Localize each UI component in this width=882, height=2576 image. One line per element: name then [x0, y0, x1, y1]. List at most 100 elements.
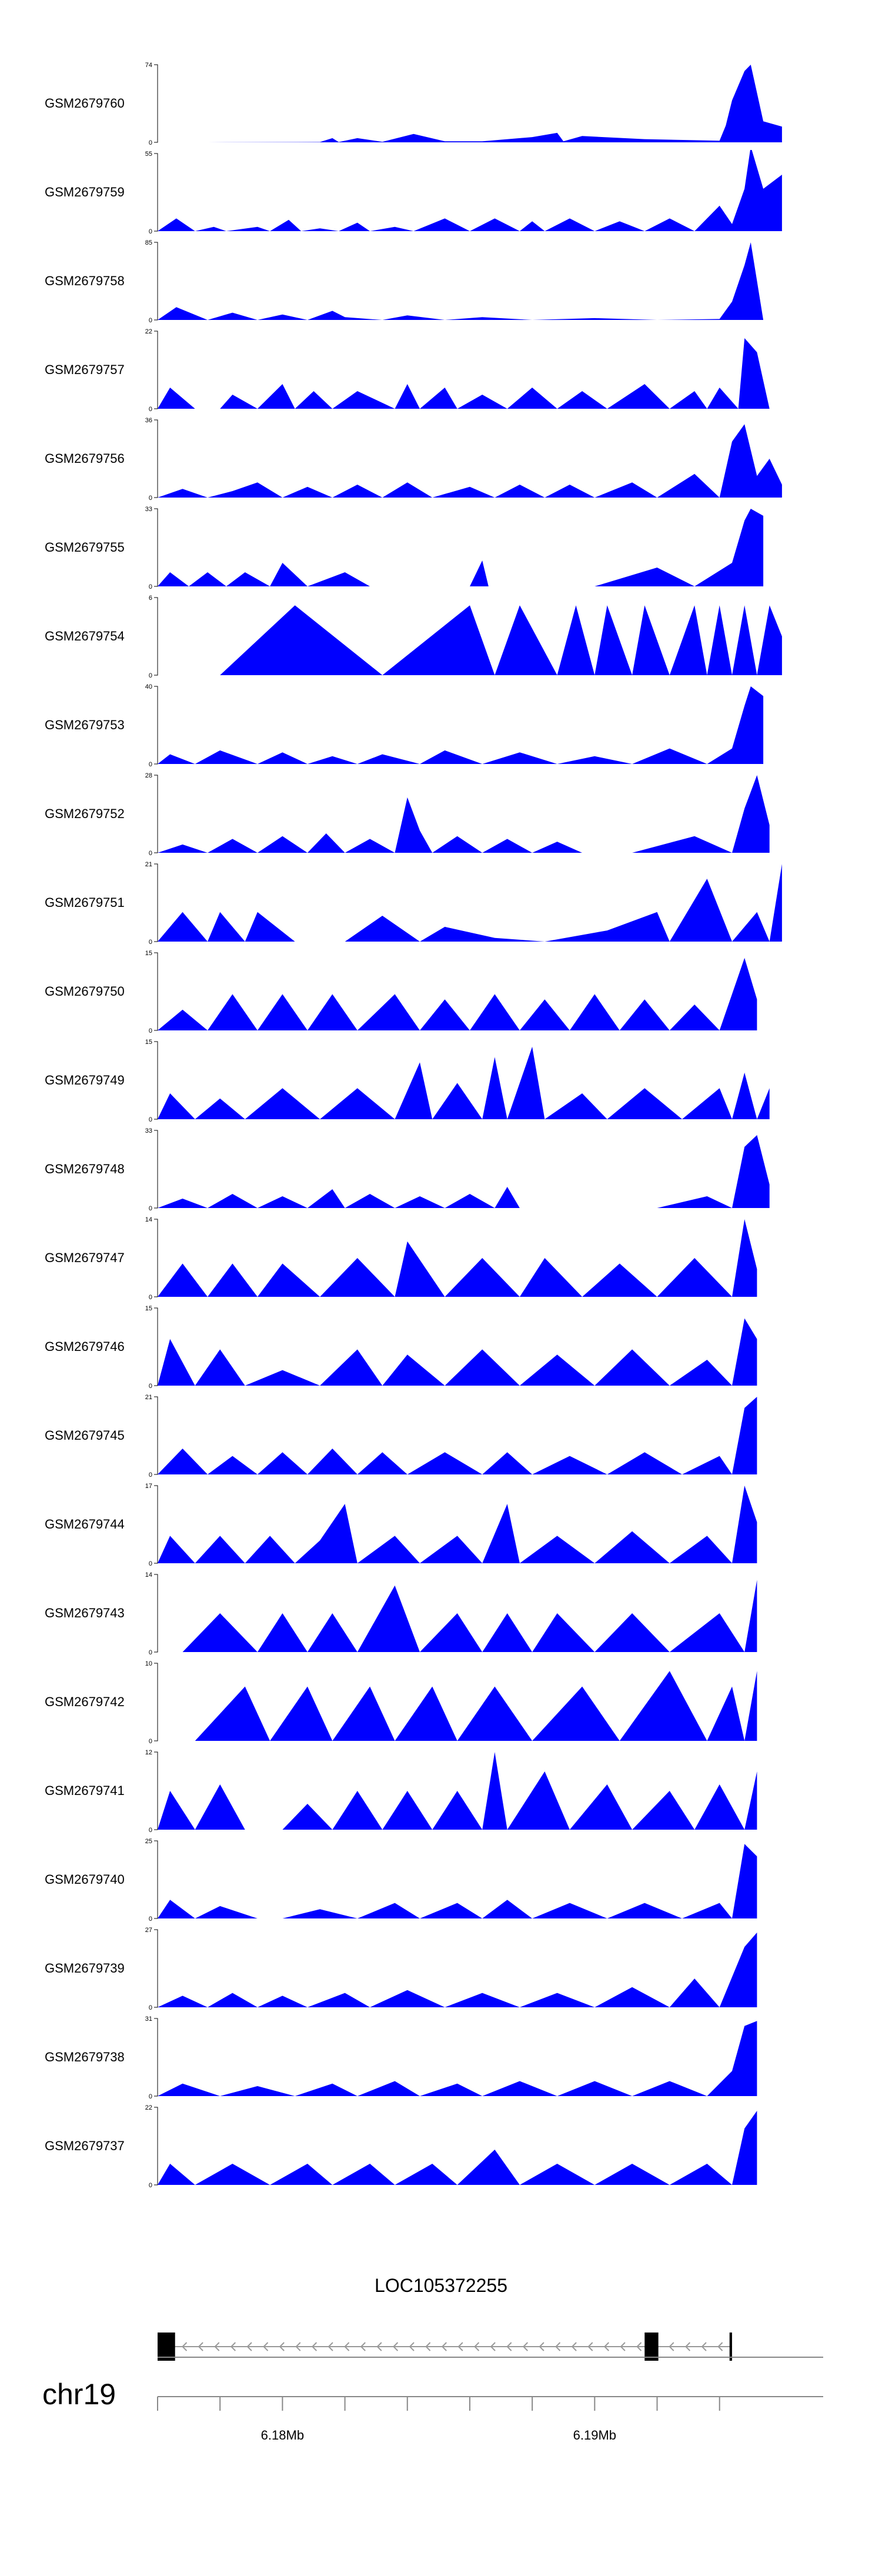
track-y0-label: 0 [149, 2004, 152, 2011]
track-plot: 22 0 [145, 2104, 757, 2189]
track-ymax-label: 33 [145, 1127, 152, 1134]
track-label: GSM2679747 [45, 1250, 125, 1265]
track-ymax-label: 22 [145, 2104, 152, 2111]
coverage-area [158, 338, 770, 409]
track-y0-label: 0 [149, 1560, 152, 1567]
track-y0-label: 0 [149, 2182, 152, 2189]
track-label: GSM2679746 [45, 1339, 125, 1354]
track-plot: 25 0 [145, 1838, 757, 1923]
track-y-axis [154, 1130, 158, 1209]
coverage-area [158, 775, 770, 853]
coverage-area [158, 1932, 757, 2007]
track-ymax-label: 27 [145, 1927, 152, 1934]
track-label: GSM2679758 [45, 273, 125, 288]
track-plot: 15 0 [145, 1039, 770, 1123]
track-plot: 33 0 [145, 506, 764, 590]
track-y-axis [154, 1307, 158, 1386]
gene-exon [158, 2333, 175, 2361]
coverage-area [158, 150, 782, 231]
track-label: GSM2679740 [45, 1872, 125, 1887]
track-y0-label: 0 [149, 672, 152, 679]
track-ymax-label: 15 [145, 950, 152, 957]
track-plot: 22 0 [145, 328, 770, 413]
track-ymax-label: 14 [145, 1216, 152, 1223]
track-plot: 85 0 [145, 239, 764, 324]
track-y0-label: 0 [149, 2093, 152, 2100]
track-label: GSM2679753 [45, 718, 125, 732]
strand-chevron [230, 2342, 236, 2351]
strand-chevron [182, 2342, 188, 2351]
strand-chevron [214, 2342, 220, 2351]
coverage-area [158, 1486, 757, 1563]
track-label: GSM2679751 [45, 895, 125, 910]
track-label: GSM2679750 [45, 984, 125, 999]
track-ymax-label: 36 [145, 417, 152, 424]
strand-chevron [717, 2342, 723, 2351]
track-y0-label: 0 [149, 1294, 152, 1301]
track-y-axis [154, 1574, 158, 1653]
track-plot: 31 0 [145, 2016, 757, 2100]
track-plot: 12 0 [145, 1749, 757, 1834]
track-label: GSM2679756 [45, 451, 125, 466]
track-y0-label: 0 [149, 850, 152, 857]
track-label: GSM2679760 [45, 96, 125, 111]
track-plot: 36 0 [145, 417, 782, 502]
track-plot: 40 0 [145, 683, 764, 768]
coverage-area [208, 65, 782, 142]
track-ymax-label: 15 [145, 1305, 152, 1312]
track-y-axis [154, 1929, 158, 2008]
coverage-area [158, 509, 764, 586]
strand-chevron [441, 2342, 447, 2351]
coverage-area [158, 1844, 757, 1918]
strand-chevron [198, 2342, 203, 2351]
track-y-axis [154, 1219, 158, 1297]
track-y0-label: 0 [149, 1916, 152, 1923]
coverage-area [158, 864, 782, 942]
track-plot: 74 0 [145, 62, 782, 146]
strand-chevron [328, 2342, 333, 2351]
track-ymax-label: 15 [145, 1039, 152, 1046]
track-plot: 17 0 [145, 1483, 757, 1567]
track-y0-label: 0 [149, 1649, 152, 1656]
gene-exon [644, 2333, 659, 2361]
track-ymax-label: 33 [145, 506, 152, 513]
track-y0-label: 0 [149, 1383, 152, 1390]
track-ymax-label: 6 [149, 595, 152, 602]
track-plot: 55 0 [145, 150, 782, 235]
strand-chevron [701, 2342, 707, 2351]
coverage-area [158, 424, 782, 498]
track-y0-label: 0 [149, 1827, 152, 1834]
strand-chevron [587, 2342, 593, 2351]
track-y0-label: 0 [149, 406, 152, 413]
track-plot: 28 0 [145, 772, 770, 857]
track-label: GSM2679737 [45, 2138, 125, 2153]
track-y-axis [154, 508, 158, 587]
track-ymax-label: 21 [145, 1394, 152, 1401]
track-plot: 21 0 [145, 1394, 757, 1479]
strand-chevron [295, 2342, 301, 2351]
strand-chevron [506, 2342, 512, 2351]
track-ymax-label: 10 [145, 1660, 152, 1667]
track-plot: 10 0 [145, 1660, 757, 1745]
track-y0-label: 0 [149, 495, 152, 502]
track-ymax-label: 74 [145, 62, 152, 69]
track-label: GSM2679757 [45, 362, 125, 377]
track-y-axis [154, 331, 158, 409]
track-y-axis [154, 1485, 158, 1564]
strand-chevron [409, 2342, 415, 2351]
track-y-axis [154, 775, 158, 853]
track-label: GSM2679739 [45, 1961, 125, 1976]
strand-chevron [311, 2342, 318, 2351]
coverage-area [158, 686, 764, 764]
track-y0-label: 0 [149, 939, 152, 946]
track-y-axis [154, 1840, 158, 1919]
track-y-axis [154, 1663, 158, 1741]
coordinate-axis-label: 6.19Mb [573, 2428, 616, 2442]
track-y0-label: 0 [149, 1116, 152, 1123]
track-y0-label: 0 [149, 317, 152, 324]
strand-chevron [539, 2342, 544, 2351]
coverage-area [158, 1397, 757, 1474]
strand-chevron [522, 2342, 528, 2351]
track-label: GSM2679749 [45, 1073, 125, 1087]
track-y-axis [154, 242, 158, 321]
